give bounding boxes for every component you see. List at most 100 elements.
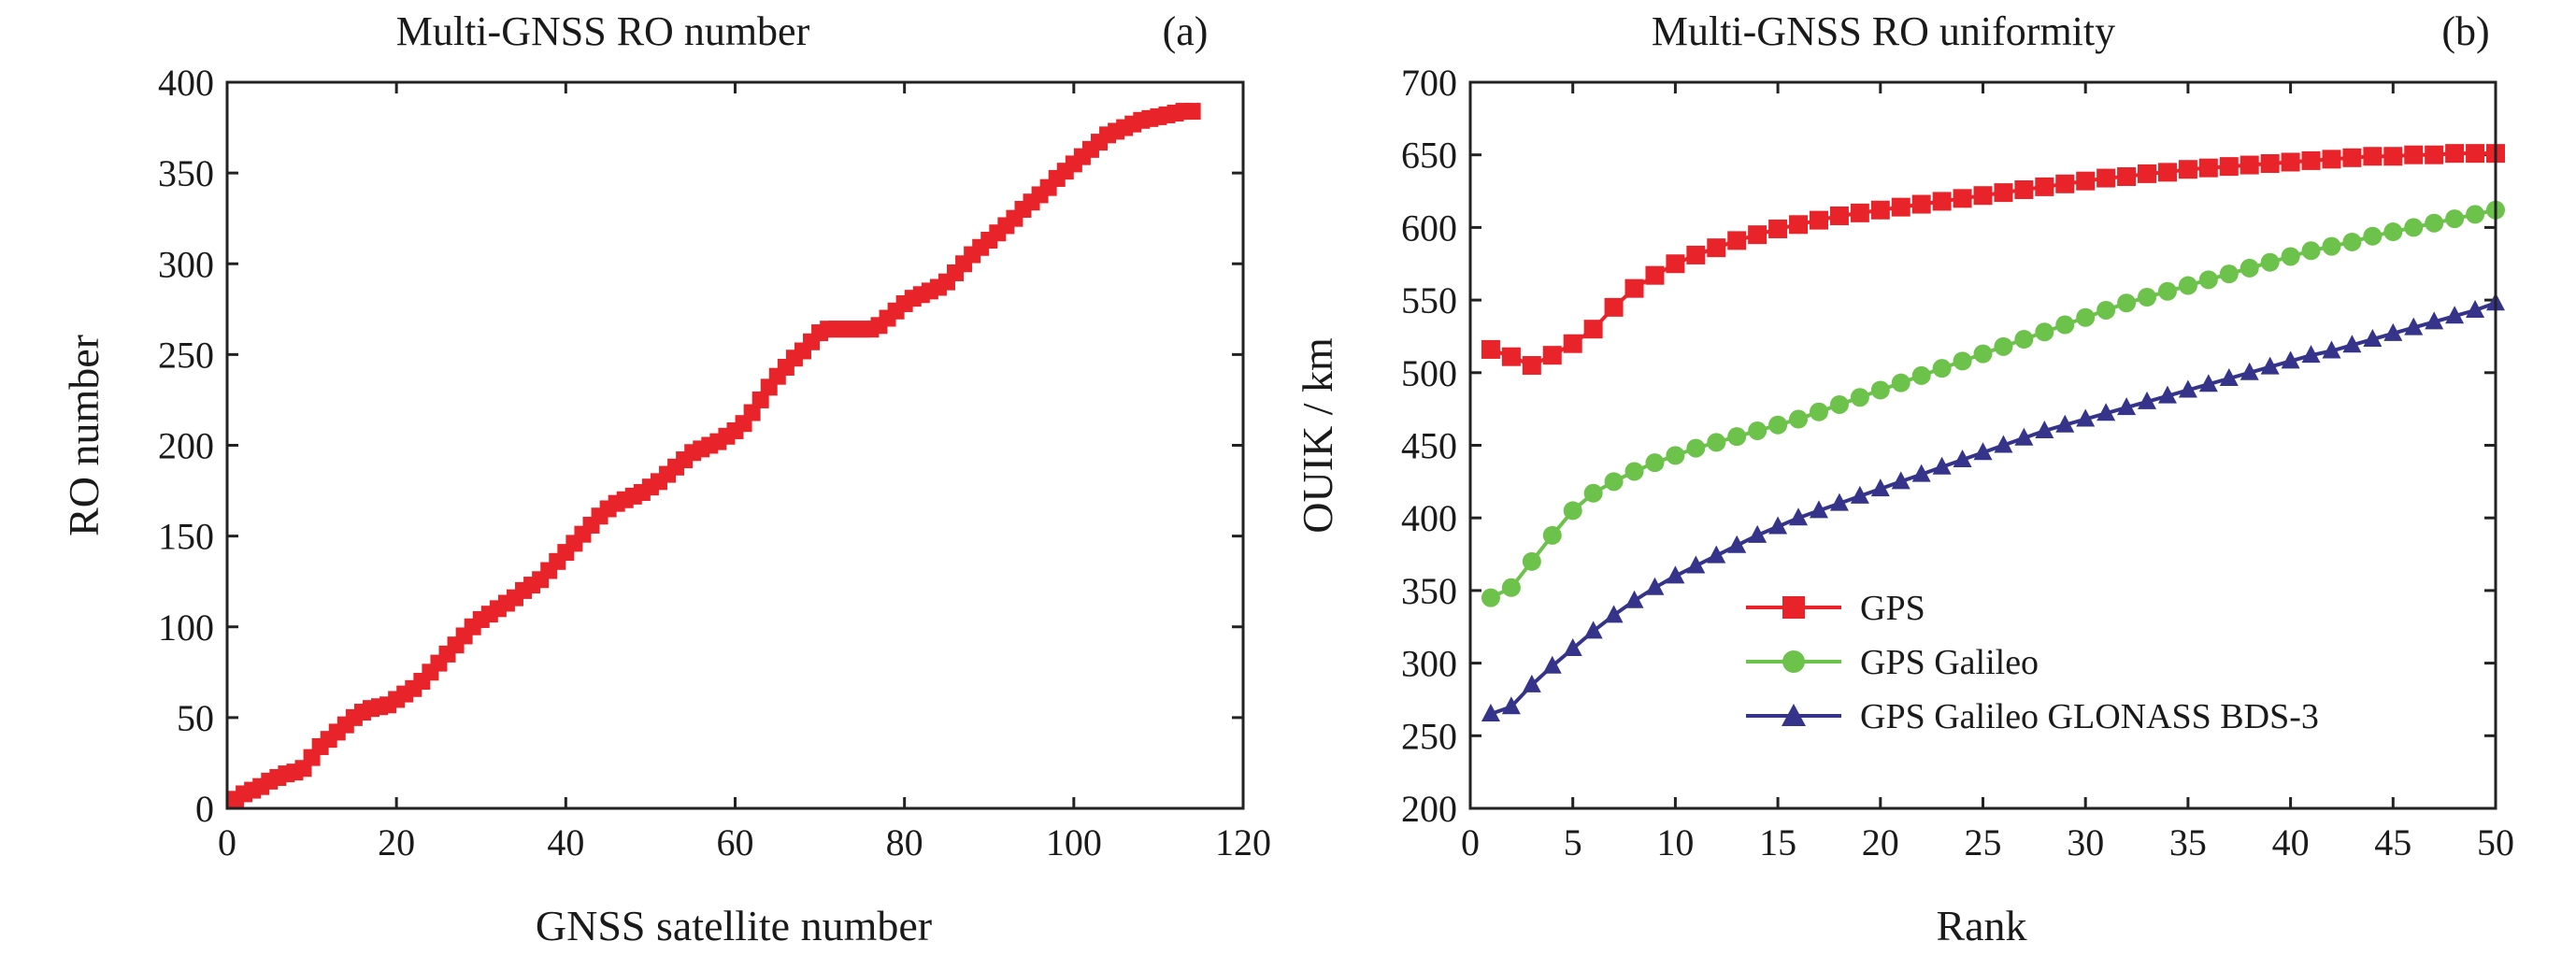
panel-b-series-2-point	[1829, 492, 1849, 511]
panel-b-series-2-point	[1604, 605, 1624, 623]
panel-b-series-0-point	[2322, 150, 2341, 169]
panel-b-series-2-point	[2342, 335, 2362, 353]
panel-b-series-1-point	[1973, 344, 1993, 364]
panel-b-ytick-label: 600	[1401, 207, 1457, 249]
panel-b-series-0-point	[1789, 215, 1809, 235]
panel-a-xtick-label: 60	[717, 821, 754, 863]
panel-a-ytick-label: 200	[158, 425, 214, 467]
panel-b-xtick-label: 5	[1564, 821, 1582, 863]
panel-b-series-1-point	[2260, 252, 2280, 272]
legend-label-gps: GPS	[1860, 589, 1925, 628]
legend-item-gps-galileo: GPS Galileo	[1746, 643, 2039, 682]
panel-b-series-1-point	[1932, 359, 1952, 378]
panel-b-series-1-point	[1686, 438, 1706, 458]
panel-b-series-0-point	[2466, 144, 2485, 164]
panel-b-ytick-label: 700	[1401, 62, 1457, 104]
panel-b-series-2-point	[1563, 638, 1582, 657]
panel-a-label: (a)	[1163, 8, 1209, 54]
panel-b-series-0-point	[1707, 238, 1726, 258]
panel-b-series-2-point	[2404, 317, 2424, 335]
panel-b-series-1-point	[2219, 264, 2239, 284]
panel-b-xtick-label: 45	[2374, 821, 2411, 863]
panel-b-series-2-point	[2425, 311, 2444, 330]
panel-a-ytick-label: 50	[177, 697, 214, 739]
panel-b-xtick-label: 35	[2169, 821, 2207, 863]
panel-b-series-2-point	[2157, 385, 2177, 404]
panel-b-series-1-point	[2198, 270, 2218, 290]
panel-b-title: Multi-GNSS RO uniformity	[1652, 8, 2115, 54]
panel-b-series-0-point	[2157, 163, 2177, 182]
panel-b-series-2-point	[1748, 524, 1767, 543]
panel-a-series-0-point	[751, 391, 769, 408]
panel-b-series-0-point	[1481, 339, 1500, 359]
panel-b-series-0-point	[2138, 164, 2157, 183]
panel-b-xtick-label: 20	[1862, 821, 1899, 863]
panel-b-series-1-point	[2322, 236, 2341, 256]
panel-a-ytick-label: 150	[158, 516, 214, 558]
panel-b-ytick-label: 400	[1401, 497, 1457, 539]
panel-b-series-2-point	[2383, 322, 2403, 341]
panel-b-series-1-point	[2076, 307, 2096, 327]
panel-b-series-2-point	[2014, 427, 2034, 446]
panel-b-series-2-point	[2117, 397, 2137, 416]
panel-a-xtick-label: 100	[1046, 821, 1102, 863]
panel-b-series-2-point	[2178, 379, 2197, 398]
panel-b-series-1-point	[1666, 446, 1685, 465]
panel-b-series-0-point	[2014, 179, 2034, 199]
panel-b-series-1-point	[1789, 409, 1809, 429]
panel-b-series-0-point	[1542, 346, 1562, 365]
panel-a-ytick-label: 100	[158, 606, 214, 649]
panel-b-series-2-point	[1542, 655, 1562, 674]
panel-b-series-1-point	[2301, 241, 2321, 261]
panel-b-series-0-line	[1490, 151, 2496, 368]
legend-marker-all	[1782, 704, 1806, 726]
panel-b-ytick-label: 450	[1401, 425, 1457, 467]
panel-b-series-1-point	[2178, 276, 2197, 295]
panel-b-series-1-point	[2363, 226, 2383, 246]
panel-b-series-1-point	[2383, 222, 2403, 242]
panel-b-series-2-point	[1953, 449, 1972, 468]
panel-b-series-2-point	[2097, 403, 2116, 421]
panel-b-series-0-point	[1501, 347, 1521, 366]
legend-label-gps-galileo: GPS Galileo	[1860, 643, 2039, 682]
panel-b-series-1-point	[2404, 218, 2424, 237]
panel-b-series-2-point	[1707, 545, 1726, 564]
panel-b-series-0-point	[2445, 144, 2465, 164]
panel-b-series-0-point	[2404, 145, 2424, 164]
panel-b-series-0-point	[1850, 203, 1869, 222]
panel-a-xlabel: GNSS satellite number	[536, 902, 932, 949]
panel-a-xtick-label: 0	[218, 821, 236, 863]
panel-b-ytick-label: 500	[1401, 352, 1457, 394]
panel-b-series-2-point	[2055, 414, 2075, 433]
panel-b-ytick-label: 650	[1401, 135, 1457, 177]
panel-b-series-1-point	[2342, 232, 2362, 251]
panel-b-series-1-point	[1809, 402, 1828, 421]
panel-b-series-2-point	[2301, 345, 2321, 364]
panel-b-series-0-point	[1563, 334, 1582, 353]
panel-b-series-2-point	[2219, 368, 2239, 387]
panel-b-series-2-point	[1809, 500, 1828, 519]
panel-b-series-0-point	[1891, 197, 1911, 217]
panel-b-series-1-point	[1501, 578, 1521, 597]
panel-b-series-2-point	[2198, 374, 2218, 392]
panel-b-series-0-point	[2117, 167, 2137, 187]
panel-a-series-0-line	[235, 109, 1193, 801]
panel-b-series-1-point	[1768, 415, 1788, 435]
panel-a-series	[227, 103, 1201, 808]
panel-b-series-1-point	[2281, 247, 2300, 266]
panel-b-xtick-label: 30	[2067, 821, 2104, 863]
panel-b-series-0-point	[2425, 145, 2444, 164]
panel-b-series-2-point	[1686, 555, 1706, 574]
panel-b-series-2-point	[2363, 329, 2383, 348]
panel-b-series-0-point	[1666, 254, 1685, 274]
panel-b-series-1-point	[1604, 472, 1624, 492]
panel-b-series-0-point	[1953, 189, 1972, 208]
panel-b-series-0-point	[2281, 152, 2300, 172]
legend-marker-gps-galileo	[1782, 650, 1805, 673]
panel-b-xlabel: Rank	[1936, 902, 2026, 949]
panel-b-series-2-point	[1768, 516, 1788, 535]
panel-b-series-1-point	[2240, 258, 2259, 278]
panel-b-series-0-point	[2219, 157, 2239, 177]
panel-b-label: (b)	[2441, 8, 2489, 54]
